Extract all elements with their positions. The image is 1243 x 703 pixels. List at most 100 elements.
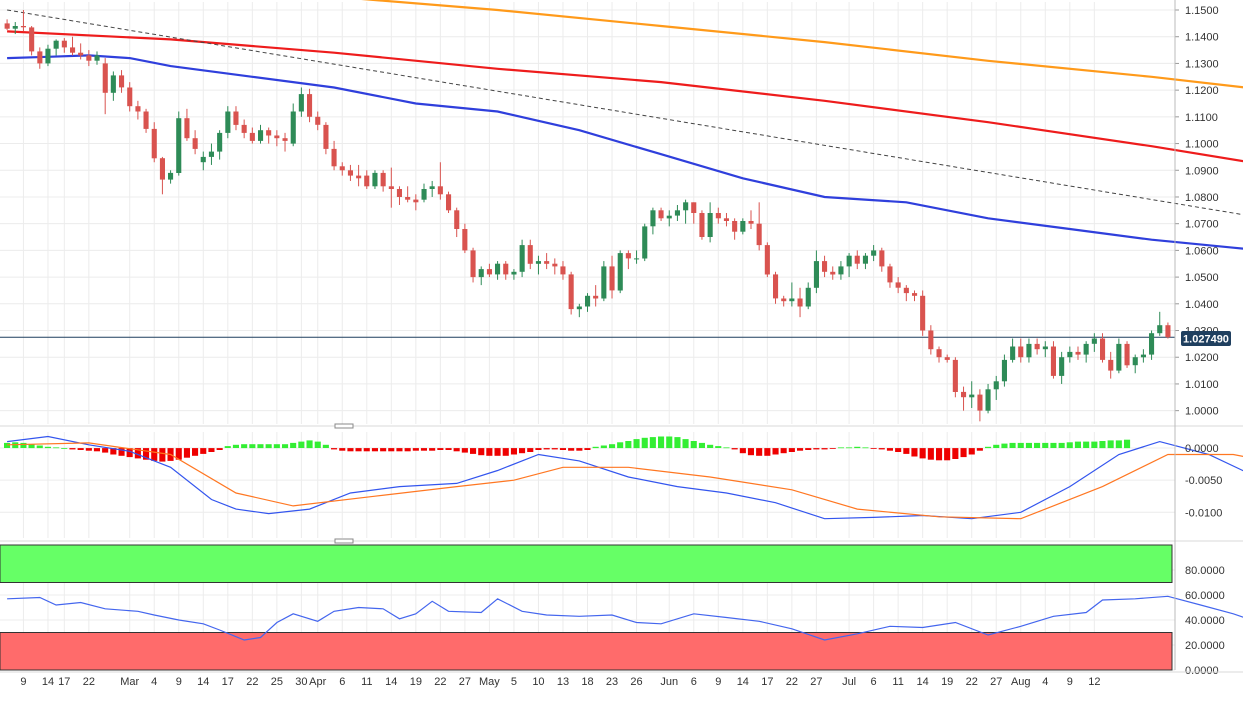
macd-histogram-bar [633, 439, 640, 449]
candle-body [985, 389, 991, 411]
candle-body [1140, 354, 1146, 358]
candle-body [707, 213, 713, 237]
x-tick-label: 14 [385, 676, 397, 688]
rsi-y-tick-label: 60.0000 [1185, 590, 1225, 602]
macd-histogram-bar [1124, 439, 1131, 449]
candle-body [560, 266, 566, 275]
candle-body [789, 298, 795, 302]
candle-body [372, 172, 378, 187]
macd-y-tick-label: -0.0050 [1185, 475, 1222, 487]
macd-histogram-bar [519, 448, 526, 454]
macd-histogram-bar [968, 448, 975, 455]
macd-histogram-bar [1034, 442, 1041, 448]
candle-body [519, 245, 525, 272]
macd-histogram-bar [461, 448, 468, 453]
candle-body [29, 27, 35, 52]
x-tick-label: 6 [691, 676, 697, 688]
last-price-label-text: 1.027490 [1183, 334, 1229, 346]
x-tick-label: 9 [176, 676, 182, 688]
macd-histogram-bar [53, 447, 60, 449]
macd-histogram-bar [93, 448, 100, 452]
macd-histogram-bar [837, 447, 844, 449]
macd-histogram-bar [731, 448, 738, 450]
macd-histogram-bar [625, 441, 632, 449]
macd-histogram-bar [183, 448, 190, 458]
macd-histogram-bar [878, 448, 885, 450]
x-tick-label: 12 [1088, 676, 1100, 688]
candle-body [119, 75, 125, 88]
macd-histogram-bar [821, 448, 828, 450]
candle-body [478, 269, 484, 278]
macd-histogram-bar [4, 442, 11, 448]
candle-body [952, 359, 958, 392]
macd-histogram-bar [470, 448, 477, 454]
macd-histogram-bar [102, 448, 109, 453]
candle-body [732, 221, 738, 232]
macd-histogram-bar [543, 448, 550, 450]
candle-body [1067, 351, 1073, 358]
candle-body [993, 381, 999, 390]
macd-histogram-bar [282, 444, 289, 449]
candle-body [846, 255, 852, 267]
rsi-y-tick-label: 20.0000 [1185, 640, 1225, 652]
candle-body [12, 26, 18, 29]
y-tick-label: 1.0400 [1185, 299, 1219, 311]
rsi-oversold-band [0, 632, 1173, 671]
macd-histogram-bar [1066, 442, 1073, 449]
candle-body [1091, 338, 1097, 344]
macd-histogram-bar [143, 448, 150, 460]
macd-histogram-bar [1091, 441, 1098, 448]
x-tick-label: 5 [511, 676, 517, 688]
y-tick-label: 1.0700 [1185, 219, 1219, 231]
candle-body [437, 186, 443, 195]
macd-histogram-bar [420, 448, 427, 451]
candle-body [495, 263, 501, 275]
macd-histogram-bar [77, 448, 84, 450]
macd-histogram-bar [1107, 440, 1114, 449]
x-tick-label: 11 [361, 676, 372, 688]
candle-body [135, 106, 141, 112]
last-price-label-bg [1181, 331, 1231, 346]
x-tick-label: 18 [581, 676, 593, 688]
macd-histogram-bar [290, 442, 297, 448]
x-tick-label: 22 [434, 676, 446, 688]
macd-histogram-bar [739, 448, 746, 454]
macd-histogram-bar [772, 448, 779, 455]
candle-body [723, 218, 729, 221]
macd-histogram-bar [854, 446, 861, 449]
candle-body [887, 266, 893, 283]
candle-body [683, 202, 689, 211]
candle-body [241, 124, 247, 133]
macd-histogram-bar [339, 448, 346, 451]
candle-body [225, 111, 231, 133]
candle-body [45, 48, 51, 64]
candle-body [666, 215, 672, 219]
x-tick-label: 9 [20, 676, 26, 688]
candle-body [421, 189, 427, 200]
candle-body [282, 138, 288, 141]
macd-histogram-bar [927, 448, 934, 460]
macd-histogram-bar [412, 448, 419, 451]
macd-histogram-bar [985, 446, 992, 449]
macd-histogram-bar [895, 448, 902, 452]
candle-body [1034, 343, 1040, 350]
candle-body [634, 258, 640, 260]
candle-body [912, 293, 918, 296]
panel-resize-handle [334, 538, 354, 544]
candle-body [1132, 357, 1138, 366]
x-tick-label: 9 [715, 676, 721, 688]
macd-histogram-bar [780, 448, 787, 454]
candle-body [1124, 343, 1130, 366]
y-tick-label: 1.0100 [1185, 379, 1219, 391]
candle-body [413, 199, 419, 203]
series-layer [0, 0, 1243, 641]
y-tick-label: 1.0800 [1185, 192, 1219, 204]
rsi-overbought-band [0, 544, 1173, 583]
candle-body [470, 250, 476, 278]
macd-histogram-bar [698, 442, 705, 448]
macd-histogram-bar [20, 442, 27, 448]
macd-histogram-bar [788, 448, 795, 452]
candle-body [1075, 351, 1081, 355]
candle-body [625, 253, 631, 259]
